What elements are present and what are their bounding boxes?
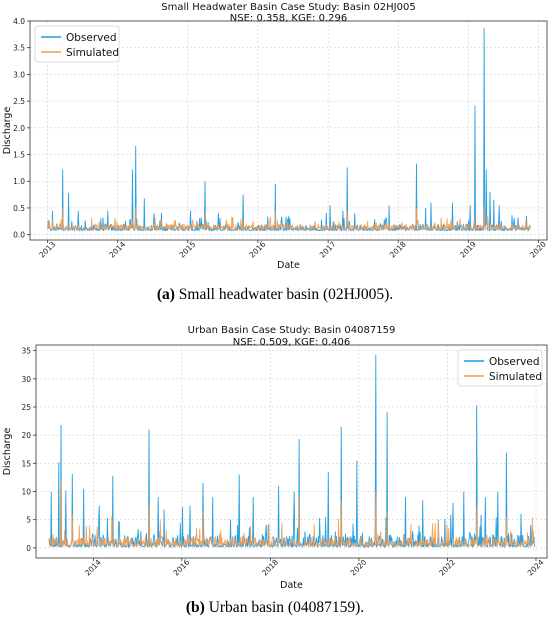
- y-tick-label: 5: [26, 516, 31, 525]
- caption-a-label: (a): [156, 286, 175, 303]
- x-tick-label: 2013: [37, 240, 57, 260]
- y-tick-label: 1.0: [13, 177, 25, 186]
- x-tick-label: 2016: [248, 240, 268, 260]
- x-tick-label: 2024: [526, 558, 546, 578]
- y-tick-label: 2.5: [13, 97, 25, 106]
- x-tick-label: 2017: [318, 240, 338, 260]
- caption-a-text: Small headwater basin (02HJ005).: [174, 286, 394, 303]
- legend-label-simulated: Simulated: [489, 371, 542, 383]
- y-tick-label: 35: [21, 347, 31, 356]
- legend-label-observed: Observed: [66, 32, 117, 44]
- plot-frame: [35, 344, 548, 559]
- chart-panel-2: Urban Basin Case Study: Basin 04087159NS…: [2, 325, 548, 591]
- legend-box: [34, 25, 120, 63]
- chart-subtitle: NSE: 0.358, KGE: 0.296: [230, 13, 347, 24]
- x-tick-label: 2016: [172, 558, 192, 578]
- x-tick-label: 2022: [437, 558, 457, 578]
- chart-title: Urban Basin Case Study: Basin 04087159: [188, 325, 396, 336]
- x-tick-label: 2020: [528, 240, 548, 260]
- legend: Observed Simulated: [34, 25, 120, 63]
- x-axis-label: Date: [277, 260, 300, 271]
- legend-label-observed: Observed: [489, 356, 540, 368]
- y-tick-label: 1.5: [13, 151, 25, 160]
- caption-b-text: Urban basin (04087159).: [204, 599, 365, 616]
- y-tick-label: 3.5: [13, 44, 25, 53]
- series-line-simulated: [47, 205, 531, 232]
- y-tick-label: 20: [21, 431, 31, 440]
- y-axis-label: Discharge: [2, 428, 13, 476]
- x-axis-label: Date: [280, 580, 303, 591]
- x-tick-label: 2018: [260, 558, 280, 578]
- plot-frame: [29, 20, 548, 241]
- caption-a: (a) Small headwater basin (02HJ005).: [0, 286, 550, 304]
- x-tick-label: 2014: [107, 240, 127, 260]
- y-tick-label: 0.5: [13, 204, 25, 213]
- y-tick-label: 10: [21, 488, 31, 497]
- legend-label-simulated: Simulated: [66, 47, 119, 59]
- x-tick-label: 2015: [178, 240, 198, 260]
- y-tick-label: 0.0: [13, 231, 25, 240]
- x-tick-label: 2019: [458, 240, 478, 260]
- caption-b: (b) Urban basin (04087159).: [0, 599, 550, 617]
- y-tick-label: 4.0: [13, 17, 25, 26]
- y-tick-label: 3.0: [13, 70, 25, 79]
- chart-panel-1: Small Headwater Basin Case Study: Basin …: [2, 2, 548, 271]
- legend: Observed Simulated: [457, 349, 543, 387]
- x-tick-label: 2018: [388, 240, 408, 260]
- series-line-simulated: [48, 480, 535, 548]
- legend-box: [457, 349, 543, 387]
- chart-title: Small Headwater Basin Case Study: Basin …: [161, 2, 415, 13]
- caption-b-label: (b): [185, 599, 205, 616]
- series-line-observed: [47, 27, 531, 232]
- y-tick-label: 2.0: [13, 124, 25, 133]
- chart-subtitle: NSE: 0.509, KGE: 0.406: [233, 337, 350, 348]
- y-tick-label: 30: [21, 375, 31, 384]
- y-tick-label: 15: [21, 459, 31, 468]
- y-tick-label: 25: [21, 403, 31, 412]
- x-tick-label: 2014: [83, 558, 103, 578]
- y-tick-label: 0: [26, 544, 31, 553]
- x-tick-label: 2020: [349, 558, 369, 578]
- y-axis-label: Discharge: [2, 107, 13, 155]
